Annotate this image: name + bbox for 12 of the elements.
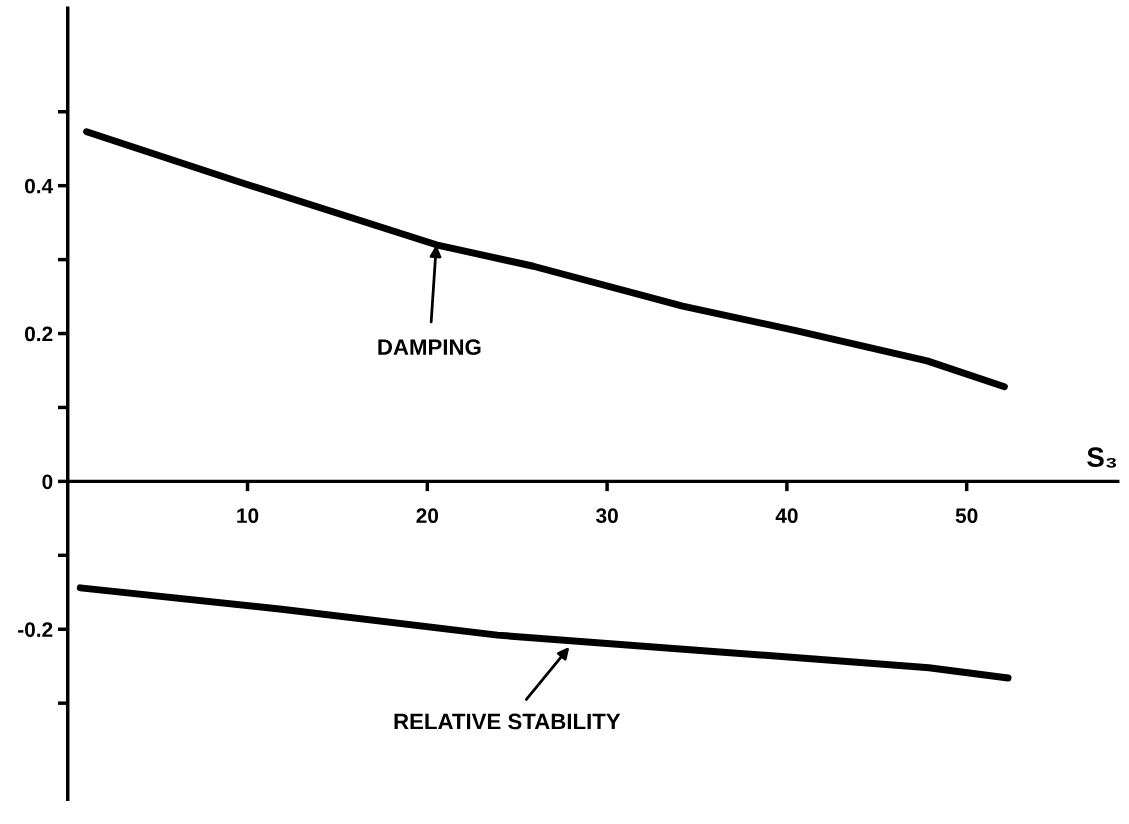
- x-axis-title: S₃: [1087, 447, 1117, 468]
- annotation: DAMPING: [378, 339, 481, 355]
- x-tick-label: 10: [237, 508, 259, 524]
- x-tick-label: 30: [596, 508, 618, 524]
- y-tick-label: 0.2: [25, 326, 53, 342]
- y-tick-label: -0.2: [18, 622, 53, 637]
- annotation: RELATIVE STABILITY: [394, 713, 621, 730]
- x-tick-label: 40: [775, 508, 798, 524]
- y-tick-label: 0.4: [25, 178, 54, 194]
- y-tick-label: 0: [42, 474, 53, 490]
- x-tick-label: 50: [955, 508, 978, 524]
- x-tick-label: 20: [416, 508, 439, 524]
